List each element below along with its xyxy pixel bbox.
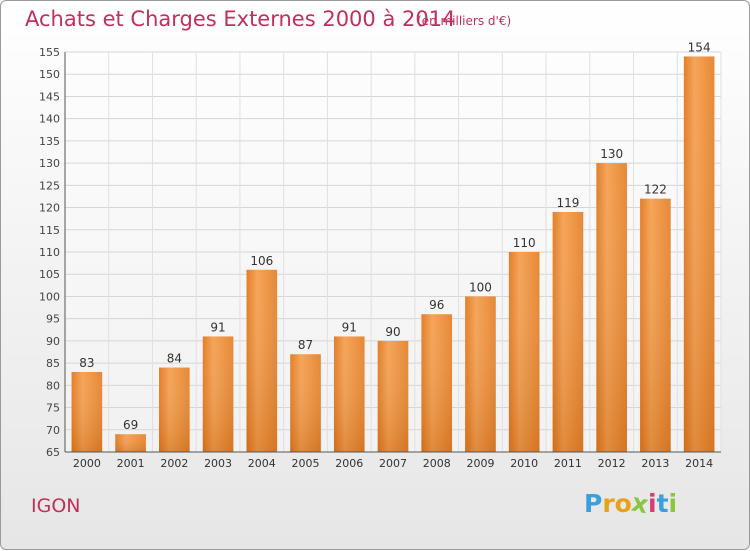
place-name: IGON — [31, 495, 81, 517]
bar-value-label: 154 — [688, 40, 711, 54]
bar-shade — [552, 212, 584, 452]
y-tick-label: 115 — [39, 224, 60, 237]
y-tick-label: 140 — [39, 113, 60, 126]
x-tick-label: 2002 — [160, 457, 188, 470]
proxiti-logo: Proxiti — [584, 488, 678, 520]
bar-shade — [71, 372, 103, 452]
x-tick-label: 2001 — [117, 457, 145, 470]
bar-shade — [333, 336, 365, 452]
bar-value-label: 119 — [556, 196, 579, 210]
bar-shade — [465, 296, 496, 452]
bar-value-label: 83 — [79, 356, 94, 370]
y-tick-label: 70 — [46, 424, 60, 437]
bar-value-label: 100 — [469, 280, 492, 294]
bar-shade — [683, 56, 715, 452]
bar-value-label: 130 — [600, 147, 623, 161]
bar-value-label: 87 — [298, 338, 313, 352]
x-tick-label: 2011 — [554, 457, 582, 470]
x-tick-label: 2005 — [292, 457, 320, 470]
logo-letter: i — [648, 489, 657, 518]
y-tick-label: 75 — [46, 402, 60, 415]
y-tick-label: 105 — [39, 268, 60, 281]
y-tick-label: 120 — [39, 202, 60, 215]
logo-letter: o — [614, 489, 632, 518]
bar-shade — [508, 252, 540, 452]
x-tick-label: 2014 — [685, 457, 713, 470]
y-tick-label: 155 — [39, 46, 60, 59]
x-tick-label: 2006 — [335, 457, 363, 470]
bar-shade — [115, 434, 146, 452]
x-tick-label: 2000 — [73, 457, 101, 470]
bar-shade — [246, 269, 278, 452]
y-tick-label: 90 — [46, 335, 60, 348]
y-tick-label: 65 — [46, 446, 60, 459]
y-tick-label: 80 — [46, 379, 60, 392]
y-tick-label: 100 — [39, 290, 60, 303]
bar-value-label: 110 — [513, 236, 536, 250]
bar-shade — [377, 340, 409, 452]
bar-value-label: 96 — [429, 298, 444, 312]
bar-value-label: 69 — [123, 418, 138, 432]
x-tick-label: 2013 — [641, 457, 669, 470]
bar-shade — [421, 314, 453, 452]
y-tick-label: 130 — [39, 157, 60, 170]
bar-value-label: 106 — [250, 254, 273, 268]
bar-value-label: 122 — [644, 183, 667, 197]
bar-value-label: 84 — [167, 352, 182, 366]
y-tick-label: 150 — [39, 68, 60, 81]
bar-shade — [596, 163, 627, 452]
bar-value-label: 91 — [210, 320, 225, 334]
bar-shade — [202, 336, 234, 452]
y-tick-label: 85 — [46, 357, 60, 370]
bar-value-label: 91 — [342, 320, 357, 334]
x-tick-label: 2007 — [379, 457, 407, 470]
x-tick-label: 2003 — [204, 457, 232, 470]
x-tick-label: 2009 — [466, 457, 494, 470]
logo-letter: i — [668, 489, 678, 518]
chart-subtitle: (en milliers d'€) — [417, 14, 512, 28]
logo-letter: P — [584, 489, 603, 518]
bar-shade — [640, 198, 671, 452]
chart-title: Achats et Charges Externes 2000 à 2014 — [25, 7, 456, 31]
y-tick-label: 125 — [39, 179, 60, 192]
bar-value-label: 90 — [385, 325, 400, 339]
x-tick-label: 2012 — [598, 457, 626, 470]
value-labels: 83 69 84 91 106 87 91 90 96 100 110 119 130 122 154 — [79, 40, 710, 432]
y-tick-label: 135 — [39, 135, 60, 148]
x-tick-label: 2004 — [248, 457, 276, 470]
logo-letter: t — [656, 489, 669, 518]
x-tick-label: 2008 — [423, 457, 451, 470]
logo-letter: r — [602, 489, 615, 518]
bars — [71, 56, 715, 452]
bar-shade — [159, 367, 190, 452]
bar-shade — [290, 354, 321, 452]
y-tick-label: 145 — [39, 90, 60, 103]
y-tick-label: 95 — [46, 313, 60, 326]
axes: 65 70 75 80 85 90 95 100 105 110 115 120 125 130 135 14… — [39, 46, 721, 470]
x-tick-label: 2010 — [510, 457, 538, 470]
y-tick-label: 110 — [39, 246, 60, 259]
